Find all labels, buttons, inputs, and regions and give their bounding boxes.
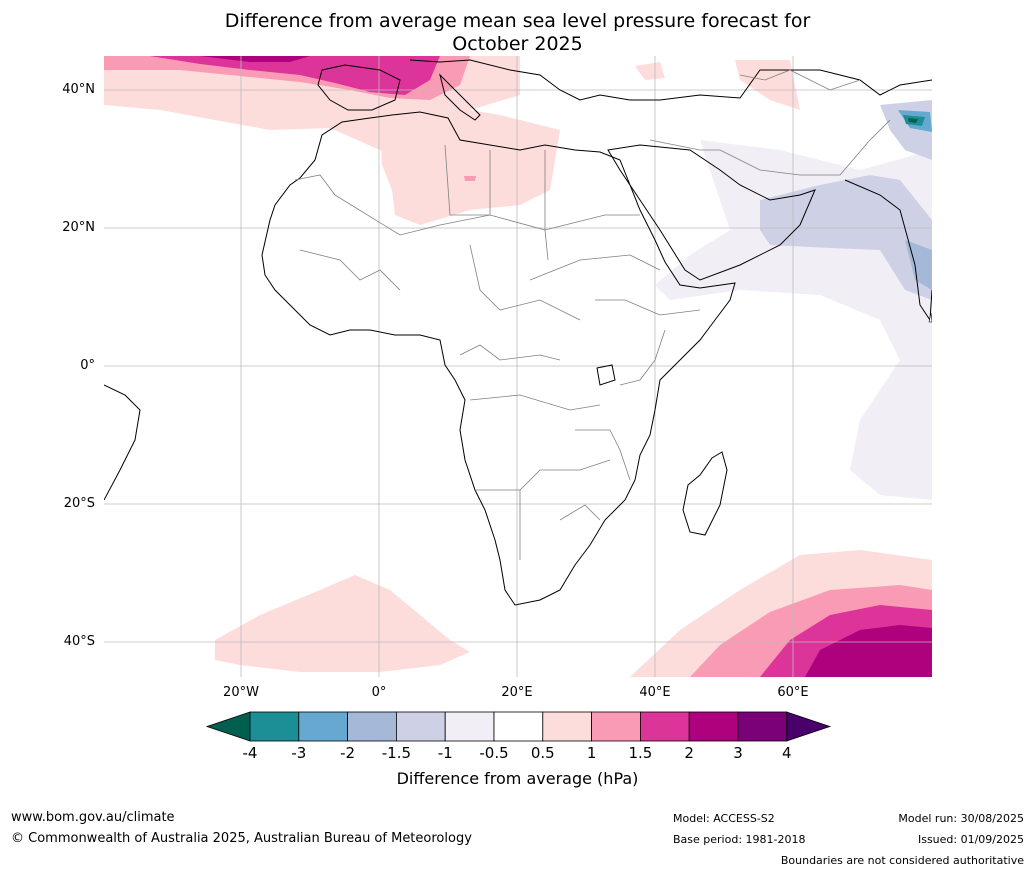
colorbar-tick-label: 1.5 xyxy=(628,744,653,762)
colorbar-tick-label: 1 xyxy=(586,744,597,762)
colorbar-tick-label: -1 xyxy=(437,744,453,762)
footer-website[interactable]: www.bom.gov.au/climate xyxy=(11,810,175,825)
anomaly-east-neg-1 xyxy=(760,175,932,300)
anomaly-north-2 xyxy=(200,56,310,62)
colorbar-label: Difference from average (hPa) xyxy=(396,769,639,788)
lat-label-0: 0° xyxy=(80,358,95,373)
title-line-2: October 2025 xyxy=(452,33,583,55)
arabia-coast xyxy=(607,144,816,281)
anomaly-tibet-neg-4 xyxy=(908,118,918,123)
africa-coast xyxy=(261,111,736,606)
footer-disclaimer: Boundaries are not considered authoritat… xyxy=(780,854,1024,867)
colorbar-tick-label: 3 xyxy=(733,744,743,762)
lat-label-20n: 20°N xyxy=(62,220,95,235)
footer-base-period: Base period: 1981-2018 xyxy=(673,833,806,846)
colorbar-tick-label: 4 xyxy=(782,744,792,762)
anomaly-black-sea-0.5 xyxy=(635,62,665,80)
anomaly-north-1.5 xyxy=(150,56,440,95)
lon-label-20e: 20°E xyxy=(501,685,533,700)
lon-label-20w: 20°W xyxy=(223,685,259,700)
colorbar-tick-label: -2 xyxy=(340,744,356,762)
colorbar-tick-label: 2 xyxy=(684,744,694,762)
gridlines xyxy=(104,56,932,677)
colorbar-tick-label: -3 xyxy=(291,744,307,762)
anomaly-south-indian-2 xyxy=(805,625,932,677)
madagascar-coast xyxy=(682,451,728,536)
footer-issued: Issued: 01/09/2025 xyxy=(917,833,1024,846)
lon-label-40e: 40°E xyxy=(639,685,671,700)
title-line-1: Difference from average mean sea level p… xyxy=(224,10,811,32)
lon-label-60e: 60°E xyxy=(777,685,809,700)
sri-lanka xyxy=(928,312,932,323)
country-borders xyxy=(294,69,891,560)
coastlines xyxy=(104,59,932,606)
footer-model-run: Model run: 30/08/2025 xyxy=(898,812,1024,825)
anomaly-south-atlantic-0.5 xyxy=(215,575,470,672)
colorbar-tick-label: -4 xyxy=(242,744,258,762)
colorbar-tick-label: 0.5 xyxy=(530,744,555,762)
lat-label-40n: 40°N xyxy=(62,82,95,97)
anomaly-sahara-0.5 xyxy=(380,105,560,225)
colorbar-tick-label: -0.5 xyxy=(479,744,509,762)
europe-coast xyxy=(409,59,932,101)
colorbar-tick-label: -1.5 xyxy=(381,744,412,762)
footer-model: Model: ACCESS-S2 xyxy=(673,812,775,825)
chart-title: Difference from average mean sea level p… xyxy=(0,10,1035,56)
anomaly-sahara-1 xyxy=(464,176,476,181)
footer-copyright: © Commonwealth of Australia 2025, Austra… xyxy=(11,831,472,846)
iberia-coast xyxy=(317,64,401,111)
south-america-coast xyxy=(104,384,141,501)
islands xyxy=(928,312,932,323)
lon-label-0: 0° xyxy=(371,685,387,700)
lat-label-20s: 20°S xyxy=(63,496,95,511)
italy-coast xyxy=(439,73,481,121)
lat-label-40s: 40°S xyxy=(63,634,95,649)
lake-victoria xyxy=(596,364,616,386)
